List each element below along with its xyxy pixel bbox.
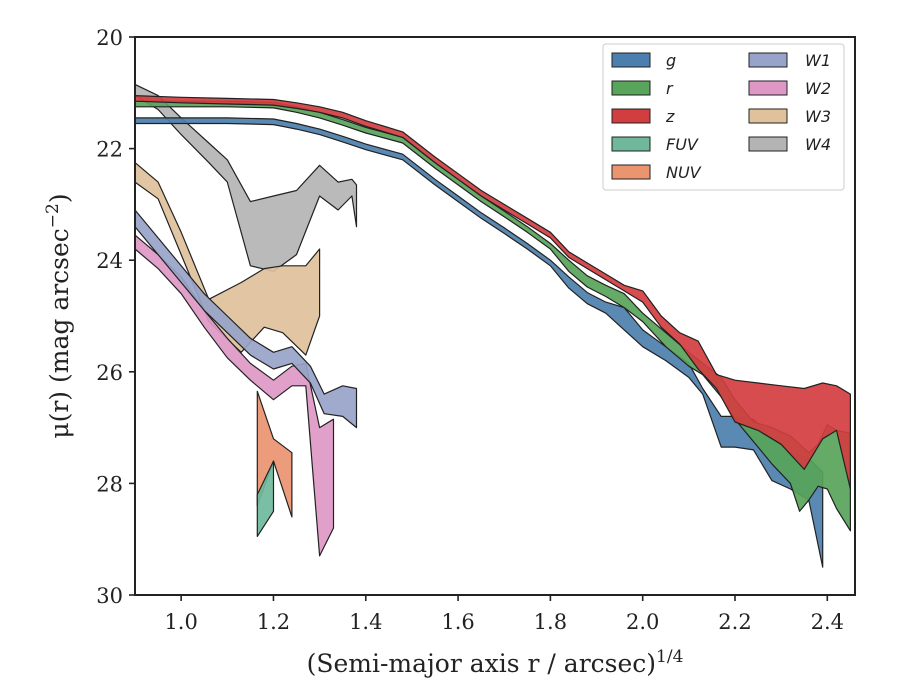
legend-swatch-w2 [748,80,788,96]
legend-label-fuv: FUV [666,135,699,154]
legend-label-r: r [666,79,674,98]
x-tick-label: 1.0 [164,610,197,634]
series-band-w4 [134,83,358,272]
y-tick-label: 24 [96,249,123,273]
legend-swatch-w3 [748,108,788,124]
y-tick-label: 30 [96,584,123,608]
y-tick-label: 28 [96,472,123,496]
x-axis-label: (Semi-major axis r / arcsec)1/4 [307,647,684,678]
y-tick-label: 26 [96,361,123,385]
x-tick-label: 1.4 [349,610,382,634]
legend-label-z: z [665,107,675,126]
legend-swatch-nuv [611,164,651,180]
x-tick-label: 1.6 [441,610,474,634]
x-tick-label: 2.0 [626,610,659,634]
x-tick-label: 1.8 [534,610,567,634]
x-tick-label: 2.2 [718,610,751,634]
legend-swatch-fuv [611,136,651,152]
series-band-w2 [134,234,335,557]
plot-frame [134,36,856,596]
legend-label-w4: W4 [805,135,831,154]
x-tick-label: 2.4 [811,610,844,634]
y-tick-label: 20 [96,26,123,50]
legend-swatch-w4 [748,136,788,152]
legend-label-g: g [666,51,676,70]
series-band-w1 [134,209,358,429]
series-band-g [134,117,824,568]
legend-label-w3: W3 [805,107,831,126]
legend-swatch-z [611,108,651,124]
tick-layer: 1.0 1.2 1.4 1.6 1.8 2.0 2.2 2.4 20 22 24 26 28 30 [96,26,844,634]
series-band-z [134,94,852,490]
x-tick-label: 1.2 [257,610,290,634]
y-axis-label: μ(r) (mag arcsec−2) [43,193,74,438]
legend: grz FUV NUV W1 W2 W3 W4 [602,43,845,191]
y-tick-label: 22 [96,138,123,162]
legend-label-w2: W2 [805,79,831,98]
legend-swatch-w1 [748,52,788,68]
axes-layer [134,36,856,596]
legend-swatch-r [611,80,651,96]
band-layer [134,83,852,568]
legend-label-nuv: NUV [666,163,702,182]
series-band-fuv [256,460,275,538]
legend-swatch-g [611,52,651,68]
legend-label-w1: W1 [805,51,831,70]
